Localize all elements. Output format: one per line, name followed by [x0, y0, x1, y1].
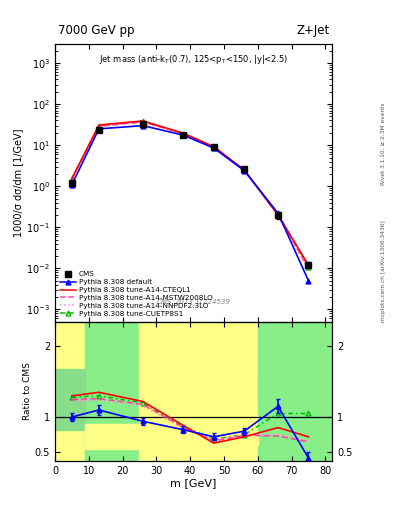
- Bar: [190, 399, 258, 445]
- Bar: [258, 322, 332, 461]
- Text: Jet mass (anti-k$_\mathrm{T}$(0.7), 125<p$_\mathrm{T}$<150, |y|<2.5): Jet mass (anti-k$_\mathrm{T}$(0.7), 125<…: [99, 53, 288, 66]
- Text: Z+Jet: Z+Jet: [296, 24, 329, 36]
- Bar: [190, 322, 258, 461]
- Bar: [55, 322, 85, 461]
- Bar: [258, 375, 332, 435]
- Legend: CMS, Pythia 8.308 default, Pythia 8.308 tune-A14-CTEQL1, Pythia 8.308 tune-A14-M: CMS, Pythia 8.308 default, Pythia 8.308 …: [59, 270, 214, 318]
- Text: Rivet 3.1.10, ≥ 2.3M events: Rivet 3.1.10, ≥ 2.3M events: [381, 102, 386, 185]
- Y-axis label: 1000/σ dσ/dm [1/GeV]: 1000/σ dσ/dm [1/GeV]: [13, 129, 24, 237]
- Bar: [140, 322, 190, 461]
- Text: 7000 GeV pp: 7000 GeV pp: [58, 24, 134, 36]
- Text: CMS_2013_I1224539: CMS_2013_I1224539: [156, 298, 231, 305]
- Y-axis label: Ratio to CMS: Ratio to CMS: [23, 362, 32, 420]
- X-axis label: m [GeV]: m [GeV]: [170, 478, 217, 488]
- Text: mcplots.cern.ch [arXiv:1306.3436]: mcplots.cern.ch [arXiv:1306.3436]: [381, 221, 386, 322]
- Bar: [55, 369, 85, 430]
- Bar: [85, 322, 140, 461]
- Bar: [85, 424, 140, 449]
